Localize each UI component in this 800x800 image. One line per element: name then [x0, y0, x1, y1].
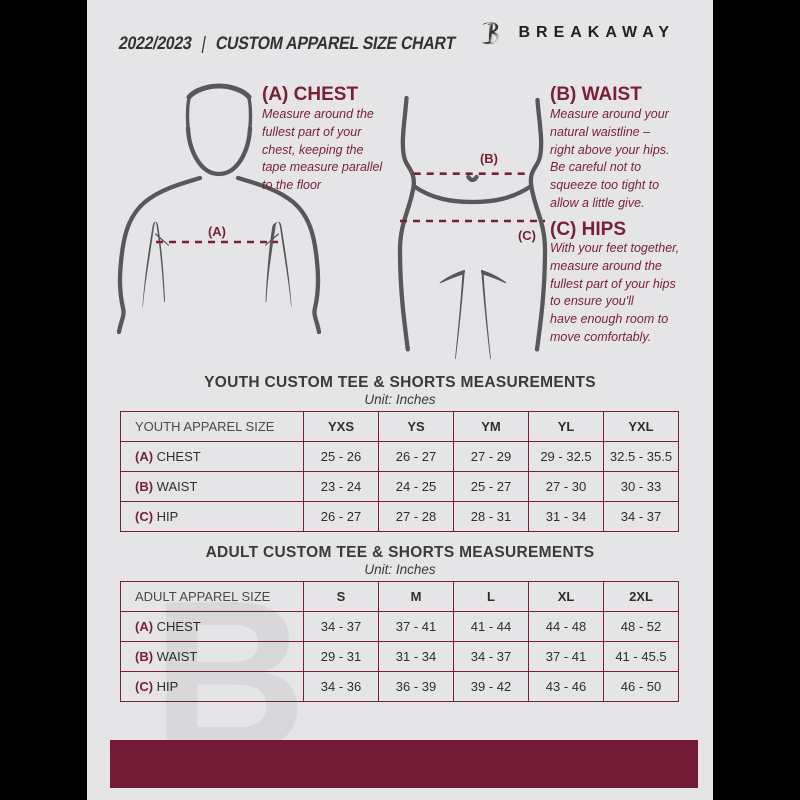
svg-text:(B): (B)	[480, 151, 498, 166]
svg-text:(A): (A)	[208, 224, 226, 239]
svg-text:(C): (C)	[518, 228, 536, 243]
